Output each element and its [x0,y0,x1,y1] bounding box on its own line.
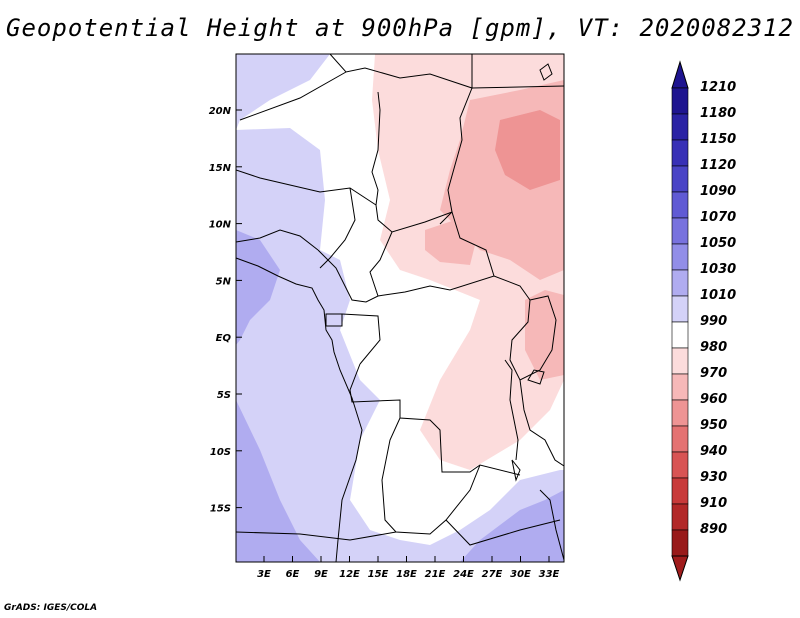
lon-tick-label: 12E [339,569,360,580]
colorbar-label: 910 [700,496,728,511]
colorbar-swatch [671,451,689,479]
colorbar-swatch [671,529,689,557]
colorbar-swatch [671,477,689,505]
colorbar-swatch [671,165,689,193]
high-southeast-region [460,490,564,562]
colorbar-label: 1120 [700,158,737,173]
lat-tick-label: 10S [210,447,231,458]
low-northeast-region [425,220,475,265]
lon-tick-label: 6E [286,569,300,580]
lon-tick-label: 18E [396,569,417,580]
lon-tick-label: 33E [539,569,560,580]
colorbar-label: 1180 [700,106,737,121]
colorbar-label: 930 [700,470,728,485]
colorbar-bottom-arrow [671,555,689,582]
lon-tick-label: 15E [368,569,389,580]
colorbar-label: 970 [700,366,728,381]
colorbar-label: 940 [700,444,728,459]
high-atlantic-region [236,128,564,562]
colorbar-label: 980 [700,340,728,355]
lat-tick-label: 15S [210,504,231,515]
colorbar-label: 1090 [700,184,737,199]
colorbar-top-arrow [671,60,689,89]
low-northeast-region [525,290,564,380]
colorbar [671,60,689,582]
colorbar-label: 1050 [700,236,737,251]
colorbar-label: 960 [700,392,728,407]
lon-tick-label: 27E [482,569,503,580]
lon-tick-label: 9E [314,569,328,580]
colorbar-swatch [671,373,689,401]
lat-tick-label: 5S [217,390,231,401]
colorbar-swatch [671,399,689,427]
country-borders [236,54,564,561]
colorbar-swatch [671,425,689,453]
map-frame [235,53,565,563]
colorbar-label: 1070 [700,210,737,225]
colorbar-swatch [671,113,689,141]
colorbar-swatch [671,269,689,297]
colorbar-swatch [671,217,689,245]
lon-tick-label: 21E [425,569,446,580]
lat-tick-label: 10N [209,220,232,231]
coastlines [235,63,553,563]
colorbar-swatch [671,503,689,531]
colorbar-swatch [671,139,689,167]
lon-tick-label: 24E [453,569,474,580]
colorbar-label: 890 [700,522,728,537]
lat-tick-label: 5N [216,276,232,287]
colorbar-swatch [671,191,689,219]
lon-tick-label: 30E [510,569,531,580]
chart-title: Geopotential Height at 900hPa [gpm], VT:… [6,14,794,42]
colorbar-label: 1210 [700,80,737,95]
lat-tick-label: 15N [209,163,232,174]
high-gulf-guinea-region [236,400,320,562]
colorbar-label: 1010 [700,288,737,303]
colorbar-label: 1030 [700,262,737,277]
colorbar-swatch [671,347,689,375]
colorbar-swatch [671,295,689,323]
high-gulf-guinea-region [236,230,280,345]
colorbar-label: 1150 [700,132,737,147]
colorbar-swatch [671,321,689,349]
colorbar-label: 990 [700,314,728,329]
credit-text: GrADS: IGES/COLA [4,603,98,613]
low-sudan-core-region [495,110,560,190]
lon-tick-label: 3E [257,569,271,580]
colorbar-swatch [671,87,689,115]
latitude-axis: 20N 15N 10N 5N EQ 5S 10S 15S [209,106,242,515]
lat-tick-label: EQ [216,333,232,344]
longitude-axis: 3E 6E 9E 12E 15E 18E 21E 24E 27E 30E 33E [257,556,560,580]
colorbar-label: 950 [700,418,728,433]
colorbar-swatch [671,243,689,271]
high-atlantic-region [236,54,330,130]
lat-tick-label: 20N [209,106,232,117]
shaded-field [236,54,564,562]
